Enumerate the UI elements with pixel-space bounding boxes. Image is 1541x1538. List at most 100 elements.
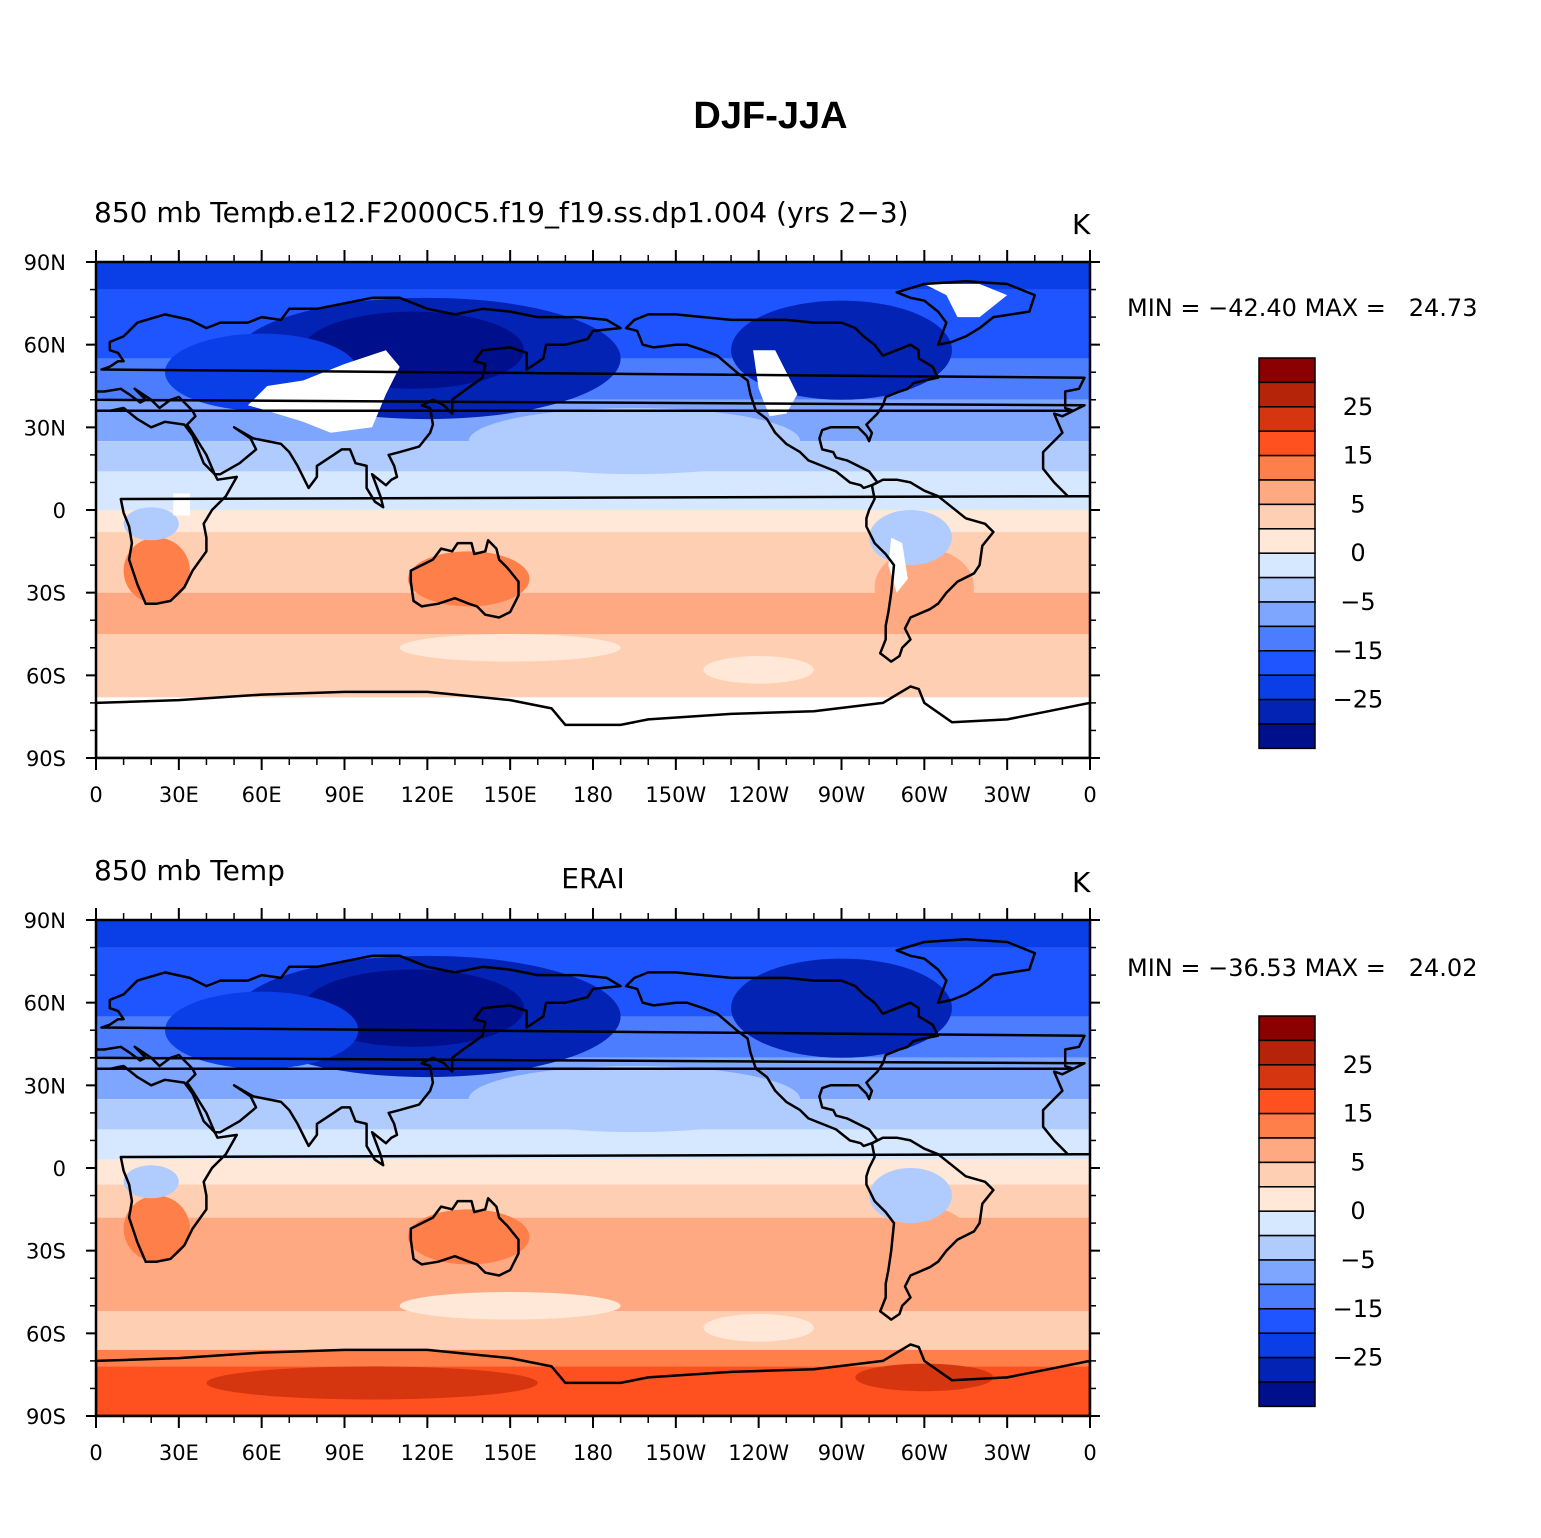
colorbar-box bbox=[1258, 576, 1316, 603]
colorbar-label: −5 bbox=[1340, 1246, 1375, 1274]
coastline-africa bbox=[96, 406, 1090, 605]
x-tick-label: 90E bbox=[325, 783, 365, 807]
x-tick-label: 120W bbox=[728, 783, 789, 807]
panel-minmax: MIN = −42.40 MAX = 24.73 bbox=[1127, 294, 1477, 322]
colorbar-box bbox=[1258, 698, 1316, 725]
y-tick-label: 30S bbox=[26, 582, 66, 606]
temp-band bbox=[96, 697, 1090, 758]
colorbar-label: 5 bbox=[1350, 490, 1365, 518]
colorbar-box bbox=[1258, 1015, 1316, 1042]
colorbar-box bbox=[1258, 1039, 1316, 1066]
x-tick-label: 180 bbox=[573, 1441, 613, 1465]
colorbar-box bbox=[1258, 528, 1316, 554]
map-field bbox=[96, 262, 1090, 758]
panel-left-title: 850 mb Temp bbox=[94, 854, 285, 887]
pale-band bbox=[399, 1292, 621, 1320]
warm-south-africa bbox=[123, 1195, 190, 1262]
x-tick-label: 0 bbox=[1083, 783, 1096, 807]
panel-center-title: b.e12.F2000C5.f19_f19.ss.dp1.004 (yrs 2−… bbox=[277, 196, 909, 229]
panel-left-title: 850 mb Temp bbox=[94, 196, 285, 229]
missing-africa bbox=[173, 493, 190, 516]
colorbar-box bbox=[1258, 723, 1316, 750]
coastline-eurasia bbox=[96, 296, 1086, 509]
y-tick-label: 90N bbox=[24, 909, 66, 933]
coastline-greenland bbox=[895, 938, 1037, 1004]
coastline-greenland bbox=[895, 280, 1037, 346]
colorbar-label: 15 bbox=[1343, 1100, 1374, 1128]
colorbar-label: −25 bbox=[1333, 1344, 1384, 1372]
temp-band bbox=[96, 471, 1090, 510]
x-tick-label: 120E bbox=[401, 1441, 454, 1465]
cold-region bbox=[165, 991, 359, 1069]
colorbar-box bbox=[1258, 1234, 1316, 1261]
colorbar-box bbox=[1258, 1356, 1316, 1383]
colorbar-box bbox=[1258, 1381, 1316, 1408]
colorbar-label: −5 bbox=[1340, 588, 1375, 616]
y-tick-label: 90S bbox=[26, 1405, 66, 1429]
x-tick-label: 150E bbox=[483, 1441, 536, 1465]
coastline-africa bbox=[96, 1064, 1090, 1263]
temp-band bbox=[96, 1311, 1090, 1350]
colorbar-label: 15 bbox=[1343, 442, 1374, 470]
colorbar-box bbox=[1258, 1186, 1316, 1212]
y-tick-label: 60N bbox=[24, 992, 66, 1016]
map-plot: 90N 60N 30N 0 30S 60S 90S 0 30E 60E 90E 120E 150E 180… bbox=[24, 908, 1384, 1465]
figure-title: DJF-JJA bbox=[693, 95, 848, 137]
y-tick-label: 30S bbox=[26, 1240, 66, 1264]
colorbar-label: 5 bbox=[1350, 1148, 1365, 1176]
coastline-antarctica bbox=[96, 685, 1090, 758]
colorbar-box bbox=[1258, 601, 1316, 628]
x-tick-label: 60W bbox=[901, 1441, 949, 1465]
y-tick-label: 0 bbox=[53, 1157, 66, 1181]
x-tick-label: 0 bbox=[1083, 1441, 1096, 1465]
x-tick-label: 120E bbox=[401, 783, 454, 807]
colorbar-box bbox=[1258, 357, 1316, 384]
x-tick-label: 60E bbox=[242, 783, 282, 807]
missing-rockies bbox=[753, 350, 798, 417]
colorbar-label: 0 bbox=[1350, 539, 1365, 567]
x-tick-label: 90W bbox=[818, 1441, 866, 1465]
colorbar-box bbox=[1258, 674, 1316, 701]
colorbar-box bbox=[1258, 381, 1316, 408]
colorbar-label: 0 bbox=[1350, 1197, 1365, 1225]
amazon-cool bbox=[869, 510, 952, 566]
temp-band bbox=[96, 510, 1090, 533]
colorbar-label: −25 bbox=[1333, 686, 1384, 714]
y-tick-label: 90N bbox=[24, 251, 66, 275]
colorbar-label: −15 bbox=[1333, 1295, 1384, 1323]
colorbar-box bbox=[1258, 454, 1316, 481]
coastline-namerica bbox=[624, 971, 940, 1148]
warm-australia bbox=[408, 1209, 530, 1265]
y-tick-label: 90S bbox=[26, 747, 66, 771]
panel-obs: 850 mb Temp ERAI K MIN = −36.53 MAX = 24… bbox=[0, 854, 1541, 1516]
warm-south-america bbox=[874, 1206, 975, 1284]
colorbar-box bbox=[1258, 552, 1316, 579]
congo-cool bbox=[123, 507, 179, 541]
panel-units: K bbox=[1072, 866, 1091, 899]
x-tick-label: 30W bbox=[983, 783, 1031, 807]
panel-minmax: MIN = −36.53 MAX = 24.02 bbox=[1127, 954, 1477, 982]
pale-band bbox=[703, 656, 814, 684]
x-tick-label: 0 bbox=[89, 783, 102, 807]
coastline-australia bbox=[409, 539, 520, 619]
pacific-cool bbox=[468, 408, 801, 475]
colorbar-box bbox=[1258, 479, 1316, 506]
colorbar: 25 15 5 0 −5 −15 −25 bbox=[1258, 1015, 1384, 1408]
warm-antarctic bbox=[855, 1363, 994, 1392]
y-tick-label: 60N bbox=[24, 334, 66, 358]
x-tick-label: 0 bbox=[89, 1441, 102, 1465]
min-label: MIN = −42.40 bbox=[1127, 294, 1297, 322]
colorbar-label: 25 bbox=[1343, 1051, 1374, 1079]
coastline-australia bbox=[409, 1197, 520, 1277]
colorbar-box bbox=[1258, 406, 1316, 432]
y-tick-label: 30N bbox=[24, 416, 66, 440]
cold-core bbox=[303, 969, 524, 1047]
colorbar-box bbox=[1258, 1088, 1316, 1115]
coastline-samerica bbox=[865, 478, 995, 663]
pale-band bbox=[703, 1314, 814, 1342]
x-tick-label: 90E bbox=[325, 1441, 365, 1465]
coastline-antarctica bbox=[96, 1343, 1090, 1416]
temp-band bbox=[96, 920, 1090, 948]
panel-model: 850 mb Temp b.e12.F2000C5.f19_f19.ss.dp1… bbox=[0, 196, 1541, 858]
x-tick-label: 30E bbox=[159, 783, 199, 807]
